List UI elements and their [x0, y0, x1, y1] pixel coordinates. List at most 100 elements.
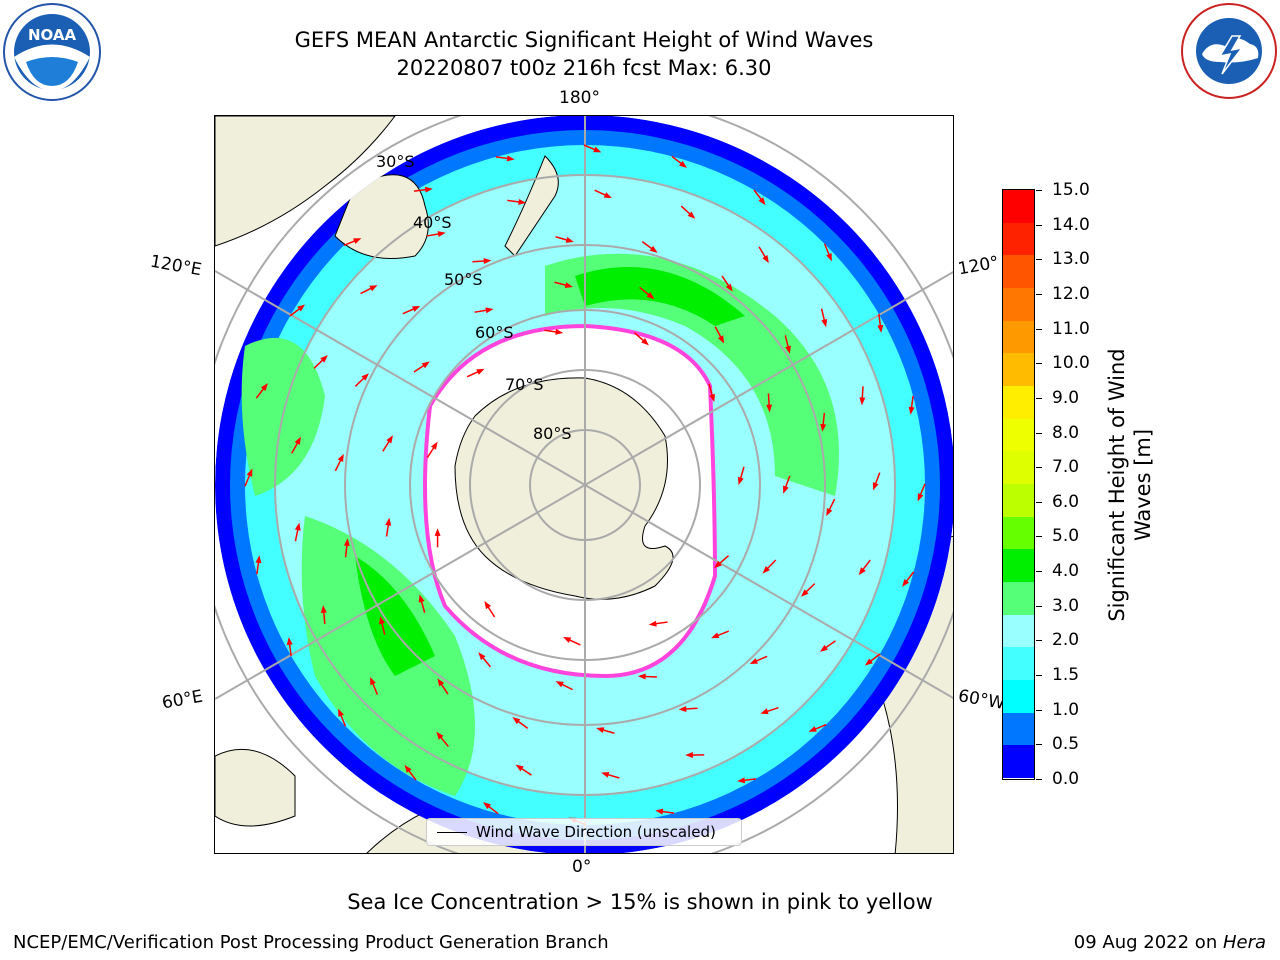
- wind-wave-arrowhead: [320, 605, 327, 614]
- lat-label-50s: 50°S: [444, 270, 483, 289]
- lon-label-60e: 60°E: [160, 686, 205, 714]
- colorbar-tick-mark: [1036, 363, 1042, 365]
- wind-wave-arrowhead: [338, 708, 344, 717]
- wind-wave-arrowhead: [603, 192, 612, 199]
- wind-wave-arrows: [244, 144, 926, 826]
- lon-label-180: 180°: [559, 88, 600, 108]
- lon-label-60w: 60°W: [956, 686, 1007, 714]
- wind-wave-arrowhead: [343, 538, 350, 547]
- colorbar-tick-mark: [1036, 432, 1042, 434]
- wind-wave-arrowhead: [369, 285, 378, 292]
- colorbar-tick-mark: [1036, 467, 1042, 469]
- wind-wave-arrowhead: [637, 673, 646, 680]
- land-antarctica: [454, 377, 674, 600]
- wind-wave-arrowhead: [762, 566, 770, 574]
- colorbar-tick-label: 4.0: [1052, 561, 1080, 582]
- colorbar-tick-label: 14.0: [1052, 214, 1090, 235]
- wind-wave-arrowhead: [434, 528, 441, 536]
- wind-wave-arrowhead: [512, 717, 521, 725]
- colorbar-segment: [1003, 647, 1034, 680]
- wind-wave-arrowhead: [714, 560, 722, 569]
- map-svg: [215, 116, 953, 853]
- footer-date-text: 09 Aug 2022 on: [1073, 932, 1223, 953]
- colorbar-segment: [1003, 353, 1034, 386]
- sea-ice-caption: Sea Ice Concentration > 15% is shown in …: [347, 890, 933, 914]
- noaa-logo: NOAA: [2, 2, 102, 102]
- colorbar-segment: [1003, 549, 1034, 582]
- colorbar-tick-label: 11.0: [1052, 318, 1090, 339]
- colorbar-tick-label: 15.0: [1052, 180, 1090, 200]
- colorbar-segment: [1003, 320, 1034, 354]
- wind-wave-arrowhead: [404, 764, 412, 773]
- wind-wave-arrowhead: [872, 482, 879, 491]
- wind-wave-arrowhead: [418, 594, 425, 603]
- wind-wave-arrowhead: [370, 676, 376, 686]
- wind-wave-arrowhead: [361, 373, 369, 381]
- wind-wave-arrowhead: [260, 383, 268, 391]
- wind-wave-arrowhead: [297, 304, 306, 312]
- lat-label-80s: 80°S: [533, 424, 572, 443]
- wind-wave-arrowhead: [476, 368, 485, 375]
- wind-wave-arrowhead: [725, 283, 733, 292]
- nws-logo: [1180, 2, 1278, 100]
- colorbar-tick-label: 5.0: [1052, 526, 1080, 547]
- wave-band-pacific-high: [575, 267, 745, 326]
- colorbar-tick-mark: [1036, 709, 1042, 711]
- wind-wave-arrowhead: [515, 764, 524, 772]
- wind-wave-arrowhead: [801, 589, 809, 597]
- lat-label-70s: 70°S: [505, 375, 544, 394]
- footer-host: Hera: [1222, 932, 1266, 953]
- wind-wave-arrowhead: [385, 517, 392, 526]
- wind-wave-arrowhead: [758, 197, 766, 206]
- colorbar-tick-mark: [1036, 397, 1042, 399]
- wind-wave-arrowhead: [858, 567, 866, 576]
- legend-label: Wind Wave Direction (unscaled): [476, 823, 716, 841]
- colorbar-segment: [1003, 190, 1034, 223]
- colorbar-tick-mark: [1036, 640, 1042, 642]
- legend-line-icon: [437, 831, 467, 833]
- chart-subtitle: 20220807 t00z 216h fcst Max: 6.30: [396, 56, 772, 80]
- colorbar-segment: [1003, 287, 1034, 321]
- wind-wave-arrowhead: [555, 328, 564, 335]
- wind-wave-arrowhead: [386, 435, 393, 444]
- lon-label-120w: 120°: [956, 252, 1001, 280]
- wind-wave-arrowhead: [294, 522, 301, 531]
- wind-wave-arrowhead: [430, 441, 438, 450]
- colorbar-tick-label: 8.0: [1052, 422, 1080, 443]
- colorbar-title-line1: Significant Height of Wind: [1105, 348, 1129, 622]
- map-panel: [214, 115, 954, 854]
- colorbar-tick-mark: [1036, 571, 1042, 573]
- map-legend: Wind Wave Direction (unscaled): [426, 818, 742, 846]
- footer-date: 09 Aug 2022 on Hera: [1074, 932, 1266, 953]
- wind-wave-arrowhead: [506, 155, 515, 162]
- wind-wave-arrowhead: [379, 616, 385, 625]
- colorbar-tick-label: 7.0: [1052, 457, 1080, 478]
- wind-wave-arrowhead: [564, 282, 573, 288]
- wind-wave-arrowhead: [649, 245, 658, 253]
- wind-wave-arrowhead: [337, 453, 344, 463]
- wind-wave-arrowhead: [766, 404, 773, 413]
- colorbar-title-line2: Waves [m]: [1131, 428, 1155, 542]
- colorbar-segment: [1003, 516, 1034, 550]
- colorbar-tick-mark: [1036, 259, 1042, 261]
- colorbar-tick-label: 0.0: [1052, 769, 1080, 789]
- wind-wave-arrowhead: [483, 802, 491, 810]
- wind-wave-arrowhead: [685, 752, 693, 759]
- colorbar-segment: [1003, 614, 1034, 648]
- wind-wave-arrowhead: [294, 436, 301, 445]
- wind-wave-arrowhead: [678, 706, 687, 712]
- wind-wave-arrowhead: [709, 393, 715, 403]
- lon-label-0: 0°: [572, 857, 592, 877]
- colorbar-tick-label: 0.5: [1052, 734, 1080, 755]
- colorbar-tick-mark: [1036, 744, 1042, 746]
- wind-wave-arrowhead: [711, 632, 720, 639]
- wind-wave-arrowhead: [737, 476, 744, 486]
- colorbar-segment: [1003, 581, 1034, 615]
- colorbar-segment: [1003, 255, 1034, 288]
- wind-wave-arrowhead: [437, 231, 446, 238]
- footer-branch: NCEP/EMC/Verification Post Processing Pr…: [13, 932, 609, 953]
- wind-wave-arrowhead: [785, 345, 791, 354]
- wind-wave-arrowhead: [436, 731, 444, 740]
- colorbar-tick-label: 9.0: [1052, 387, 1080, 408]
- wind-wave-arrowhead: [565, 237, 574, 243]
